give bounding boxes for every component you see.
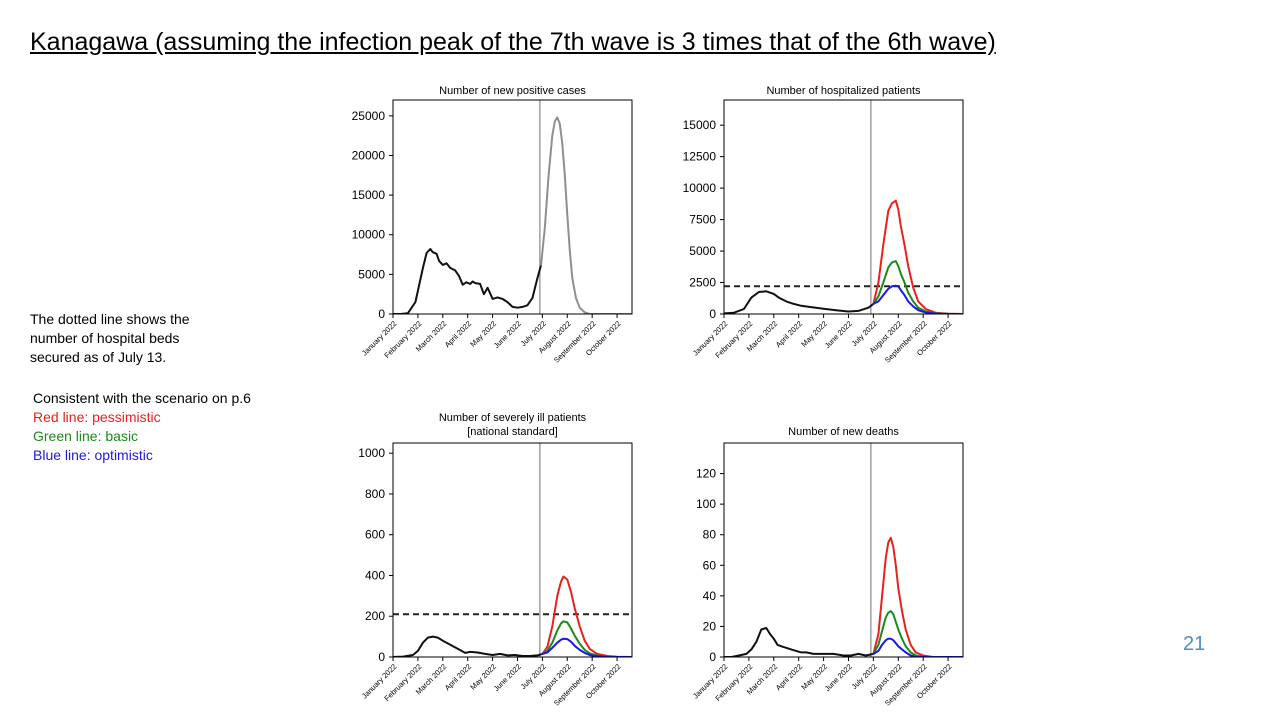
legend-intro: Consistent with the scenario on p.6 (33, 390, 251, 406)
y-tick-label: 600 (365, 528, 385, 542)
y-tick-label: 2500 (689, 276, 716, 290)
series-line-actual (724, 290, 875, 314)
y-tick-label: 12500 (683, 150, 717, 164)
y-tick-label: 0 (378, 650, 385, 664)
series-line-blue (541, 637, 632, 657)
chart-title: Number of severely ill patients (439, 412, 587, 424)
y-tick-label: 5000 (358, 267, 385, 281)
plot-frame (723, 442, 964, 658)
chart-title: Number of hospitalized patients (766, 85, 921, 97)
series-line-actual (724, 627, 875, 657)
y-tick-label: 10000 (352, 228, 386, 242)
scenario-legend: Consistent with the scenario on p.6 Red … (33, 389, 251, 465)
x-tick-label: April 2022 (443, 319, 473, 349)
chart-4: Number of new deaths020406080100120Janua… (691, 426, 964, 708)
x-tick-label: June 2022 (823, 662, 854, 693)
y-tick-label: 20000 (352, 148, 386, 162)
plot-area (393, 443, 632, 657)
y-tick-label: 20 (703, 619, 717, 633)
y-tick-label: 7500 (689, 213, 716, 227)
x-tick-label: April 2022 (774, 662, 804, 692)
series-line-red (541, 575, 632, 657)
series-line-red (872, 199, 963, 314)
y-tick-label: 60 (703, 558, 717, 572)
y-tick-label: 0 (378, 307, 385, 321)
y-tick-label: 25000 (352, 109, 386, 123)
series-line-green (872, 610, 963, 657)
plot-area (393, 100, 632, 314)
y-tick-label: 120 (696, 467, 716, 481)
plot-frame (723, 99, 964, 315)
y-tick-label: 200 (365, 609, 385, 623)
page-number: 21 (1183, 633, 1206, 655)
y-tick-label: 800 (365, 487, 385, 501)
chart-2: Number of hospitalized patients 0 2500 5000… (683, 85, 964, 365)
legend-item-basic: Green line: basic (33, 428, 139, 444)
y-tick-label: 100 (696, 497, 716, 511)
chart-title: Number of new positive cases (439, 85, 586, 97)
y-tick-label: 80 (703, 528, 717, 542)
y-tick-label: 15000 (352, 188, 386, 202)
legend-item-pessimistic: Red line: pessimistic (33, 409, 161, 425)
y-tick-label: 0 (709, 650, 716, 664)
y-tick-label: 0 (709, 307, 716, 321)
x-tick-label: April 2022 (774, 319, 804, 349)
x-tick-label: April 2022 (443, 662, 473, 692)
plot-area (724, 100, 963, 314)
x-tick-label: June 2022 (823, 319, 854, 350)
series-line-actual (393, 248, 543, 314)
x-tick-label: June 2022 (492, 319, 523, 350)
chart-title: Number of new deaths (788, 426, 899, 438)
series-line-green (541, 620, 632, 657)
y-tick-label: 1000 (358, 446, 385, 460)
series-line-blue (872, 284, 963, 314)
y-tick-label: 5000 (689, 244, 716, 258)
note-line: secured as of July 13. (30, 349, 167, 365)
y-tick-label: 400 (365, 568, 385, 582)
x-tick-label: June 2022 (492, 662, 523, 693)
note-line: The dotted line shows the (30, 311, 190, 327)
y-tick-label: 10000 (683, 181, 717, 195)
y-tick-label: 15000 (683, 118, 717, 132)
chart-3: Number of severely ill patients [national… (358, 412, 633, 708)
series-line-blue (872, 637, 963, 657)
series-line-green (872, 260, 963, 314)
series-line-actual (393, 635, 544, 657)
note-line: number of hospital beds (30, 330, 180, 346)
chart-title: [national standard] (467, 426, 558, 438)
bed-line-note: The dotted line shows the number of hosp… (30, 310, 230, 367)
slide-title: Kanagawa (assuming the infection peak of… (30, 28, 996, 56)
plot-frame (392, 99, 633, 315)
legend-item-optimistic: Blue line: optimistic (33, 447, 153, 463)
y-tick-label: 40 (703, 589, 717, 603)
chart-1: Number of new positive cases 0 5000 10000 15… (352, 85, 633, 365)
series-line-projection (540, 116, 632, 314)
plot-frame (392, 442, 633, 658)
plot-area (724, 443, 963, 657)
